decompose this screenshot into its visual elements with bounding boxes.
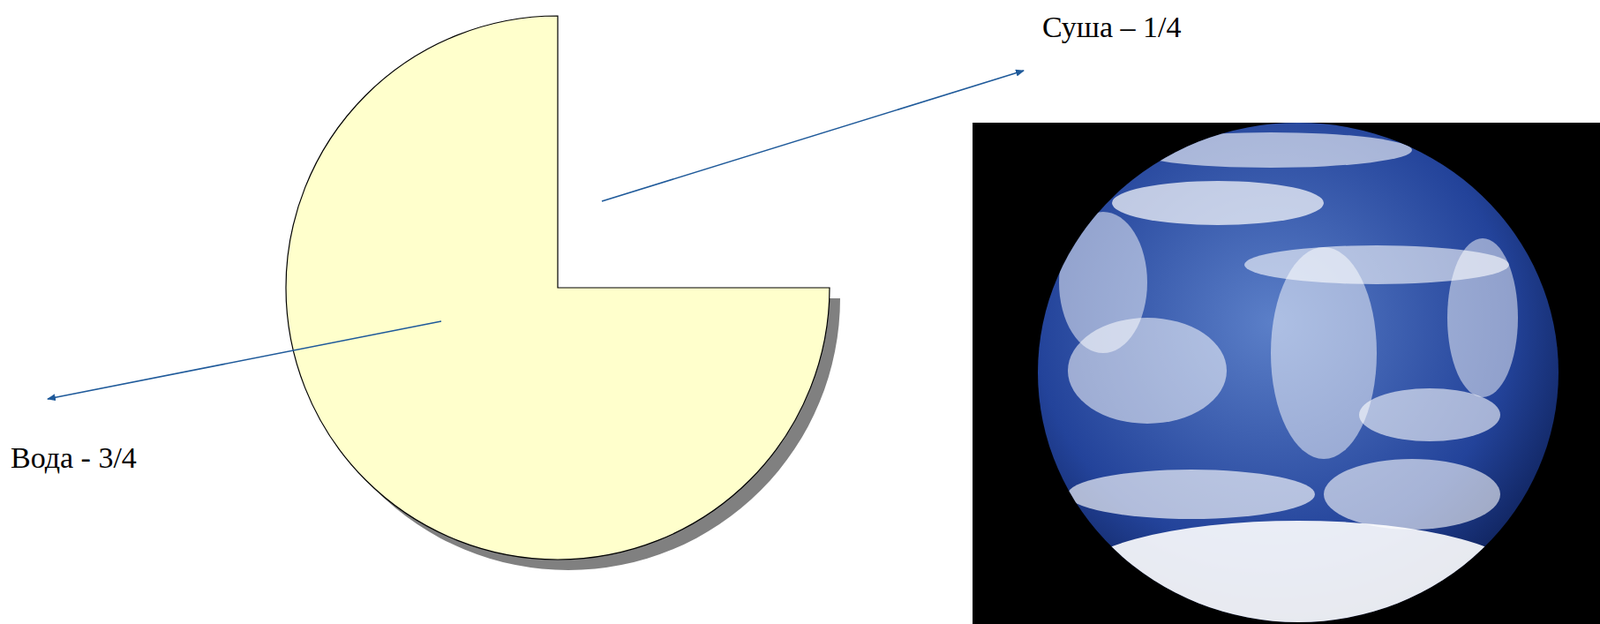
page: Суша – 1/4 Вода - 3/4 <box>0 0 1600 624</box>
earth-picture <box>972 122 1600 624</box>
slice-label: Вода - 3/4 <box>10 441 137 474</box>
chart: Суша – 1/4 Вода - 3/4 <box>0 0 1600 624</box>
cloud <box>1059 211 1148 354</box>
cloud <box>1129 132 1413 168</box>
slice <box>557 15 830 288</box>
slice-label: Суша – 1/4 <box>1042 10 1182 44</box>
leader-arrow <box>601 70 1024 202</box>
leader-arrow <box>47 321 442 399</box>
cloud <box>1067 469 1315 519</box>
clouds <box>1059 132 1528 624</box>
cloud <box>1323 458 1501 530</box>
slice <box>285 15 830 560</box>
cloud <box>1111 180 1324 226</box>
cloud <box>1270 247 1377 459</box>
slices <box>285 15 830 560</box>
cloud <box>1447 238 1518 398</box>
cloud <box>1068 520 1528 624</box>
